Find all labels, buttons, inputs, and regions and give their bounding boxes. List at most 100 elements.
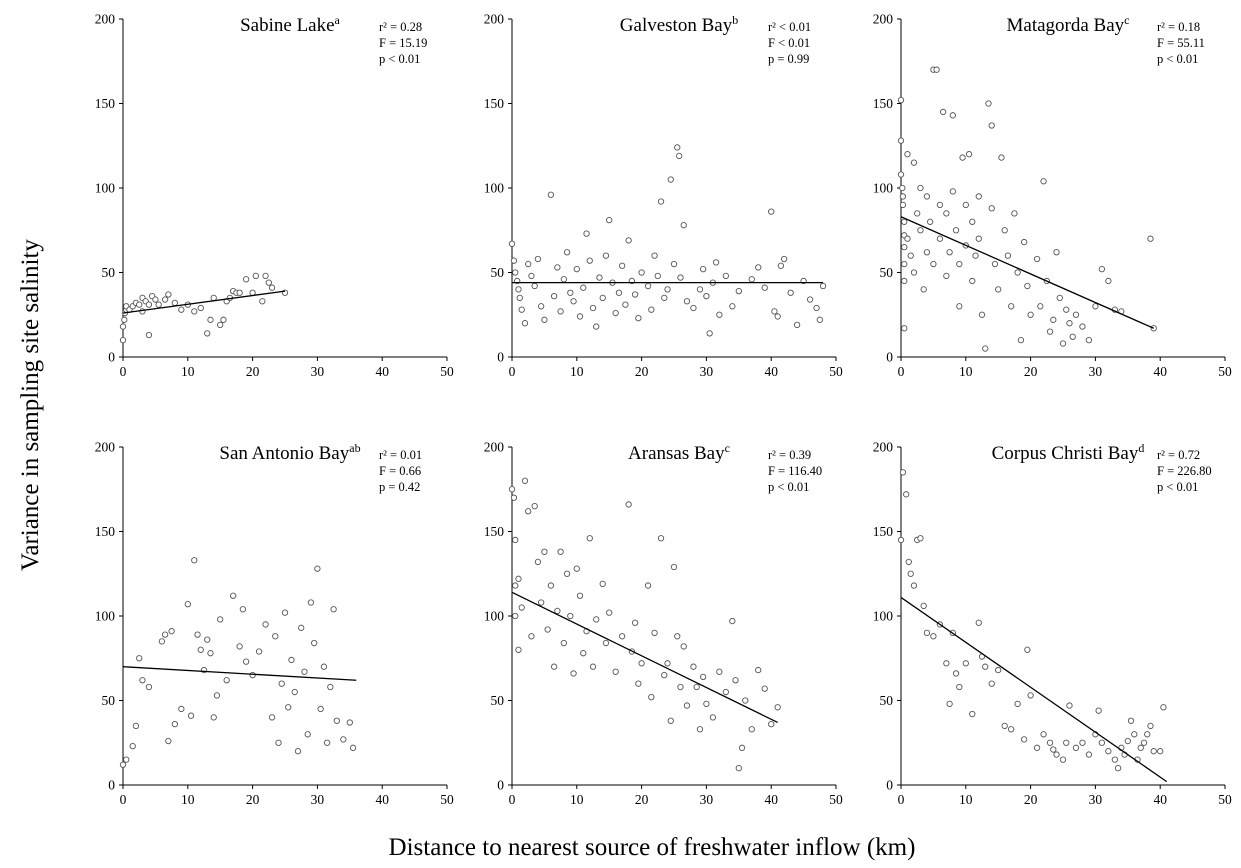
data-point — [268, 284, 276, 291]
data-point — [510, 257, 518, 264]
data-point — [1024, 646, 1031, 653]
data-point — [729, 303, 736, 310]
y-tick-label: 0 — [497, 350, 504, 365]
data-point — [975, 619, 982, 626]
data-point — [518, 306, 525, 313]
data-point — [943, 660, 950, 667]
y-tick-label: 100 — [95, 609, 116, 624]
data-point — [307, 599, 315, 606]
data-point — [1114, 764, 1122, 772]
data-point — [1056, 294, 1063, 301]
data-point — [541, 316, 548, 323]
data-point — [755, 666, 762, 674]
data-point — [700, 673, 707, 680]
data-point — [1137, 744, 1144, 751]
data-point — [508, 240, 516, 247]
data-point — [988, 122, 995, 129]
y-tick-label: 100 — [484, 609, 505, 624]
y-tick-label: 0 — [108, 778, 115, 793]
data-point — [703, 700, 710, 708]
data-point — [722, 272, 729, 280]
x-tick-label: 50 — [1218, 364, 1232, 379]
data-point — [516, 294, 523, 301]
data-point — [899, 184, 906, 192]
data-point — [223, 677, 230, 684]
data-point — [204, 636, 211, 643]
x-tick-label: 10 — [959, 792, 973, 807]
data-point — [1027, 692, 1034, 699]
data-point — [145, 301, 153, 308]
data-point — [897, 96, 905, 104]
data-point — [119, 323, 127, 330]
y-tick-label: 200 — [95, 12, 116, 27]
data-point — [991, 260, 999, 268]
data-point — [677, 683, 684, 691]
data-point — [512, 536, 519, 544]
data-point — [521, 477, 529, 484]
data-point — [1033, 744, 1041, 751]
data-point — [187, 712, 195, 719]
data-point — [735, 287, 742, 295]
data-point — [936, 235, 944, 242]
data-point — [674, 144, 681, 151]
data-point — [683, 702, 691, 709]
data-point — [923, 629, 931, 637]
data-point — [732, 677, 739, 684]
data-point — [917, 184, 924, 192]
data-point — [748, 726, 755, 733]
panel-title: Galveston Bayb — [620, 13, 738, 36]
data-point — [907, 570, 914, 577]
stat-text: r² < 0.01 — [768, 20, 811, 34]
data-point — [1020, 238, 1028, 246]
x-tick-label: 40 — [764, 792, 778, 807]
data-point — [165, 291, 172, 298]
data-point — [139, 308, 146, 315]
data-point — [602, 252, 610, 259]
data-point — [943, 272, 950, 280]
stat-text: F = 0.66 — [379, 464, 421, 478]
y-tick-label: 200 — [873, 440, 894, 455]
y-tick-label: 200 — [484, 440, 505, 455]
x-tick-label: 50 — [1218, 792, 1232, 807]
stat-text: p = 0.42 — [379, 480, 420, 494]
panel-title-text: Sabine Lake — [240, 15, 334, 36]
stat-text: r² = 0.18 — [1157, 20, 1200, 34]
data-point — [1033, 255, 1041, 263]
x-tick-label: 20 — [635, 364, 649, 379]
data-point — [583, 230, 590, 237]
data-point — [920, 286, 927, 293]
data-point — [191, 308, 198, 315]
x-tick-label: 50 — [440, 792, 454, 807]
data-point — [706, 330, 713, 337]
data-point — [576, 313, 584, 320]
y-tick-label: 100 — [95, 181, 116, 196]
data-point — [136, 301, 143, 308]
data-point — [139, 677, 146, 684]
x-tick-label: 0 — [509, 792, 516, 807]
data-point — [512, 612, 519, 620]
data-point — [194, 631, 201, 638]
data-point — [1008, 726, 1015, 733]
data-point — [901, 218, 908, 225]
data-point — [988, 205, 995, 212]
data-point — [217, 616, 224, 623]
data-point — [1069, 333, 1076, 340]
x-tick-label: 30 — [1089, 364, 1103, 379]
data-point — [1040, 731, 1047, 738]
x-tick-label: 0 — [898, 364, 905, 379]
data-point — [657, 535, 665, 542]
data-point — [1095, 707, 1102, 714]
data-point — [664, 286, 671, 293]
data-point — [1072, 311, 1080, 318]
data-point — [683, 298, 691, 305]
data-point — [644, 282, 652, 290]
data-point — [1098, 265, 1106, 273]
data-point — [1014, 269, 1021, 276]
data-point — [301, 668, 308, 675]
data-point — [1008, 303, 1015, 310]
data-point — [998, 154, 1005, 161]
data-point — [819, 282, 827, 290]
data-point — [904, 151, 911, 158]
data-point — [567, 612, 574, 620]
panel-4: 0 50 100 150 200 0 10 20 30 40 50 San Antonio Bayab… — [95, 440, 454, 808]
